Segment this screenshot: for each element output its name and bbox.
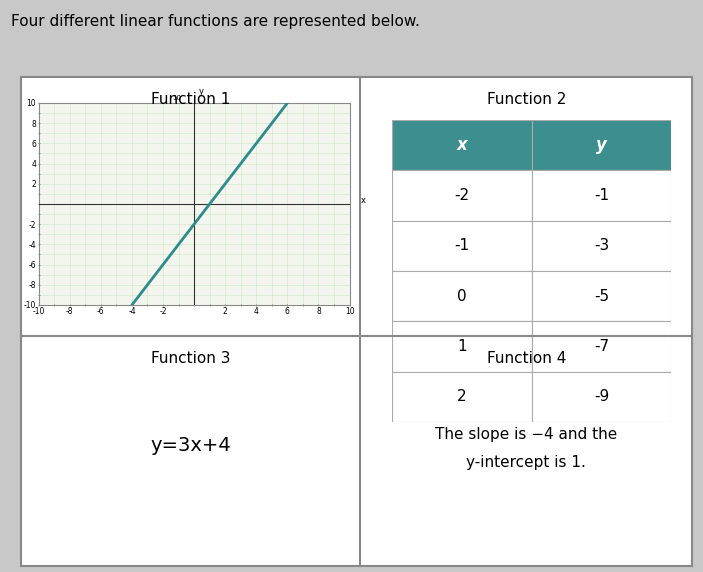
Bar bbox=[531, 372, 671, 422]
Text: -7: -7 bbox=[594, 339, 609, 354]
Bar bbox=[392, 120, 531, 170]
Bar bbox=[531, 221, 671, 271]
Text: -2: -2 bbox=[454, 188, 469, 203]
Text: x: x bbox=[456, 136, 467, 154]
Bar bbox=[531, 120, 671, 170]
Text: -9: -9 bbox=[594, 390, 609, 404]
Bar bbox=[392, 221, 531, 271]
Text: -3: -3 bbox=[594, 239, 609, 253]
Text: 2: 2 bbox=[457, 390, 467, 404]
Bar bbox=[392, 372, 531, 422]
Bar bbox=[392, 271, 531, 321]
Text: y=3x+4: y=3x+4 bbox=[150, 436, 231, 455]
Text: x: x bbox=[361, 196, 366, 205]
Text: Function 1: Function 1 bbox=[151, 92, 231, 106]
Text: 0: 0 bbox=[457, 289, 467, 304]
Text: y: y bbox=[199, 87, 204, 96]
Text: Four different linear functions are represented below.: Four different linear functions are repr… bbox=[11, 14, 420, 29]
Text: y: y bbox=[596, 136, 607, 154]
Text: y-intercept is 1.: y-intercept is 1. bbox=[466, 455, 586, 470]
Text: -1: -1 bbox=[454, 239, 469, 253]
Bar bbox=[392, 321, 531, 372]
Text: Function 2: Function 2 bbox=[486, 92, 566, 106]
Text: Function 3: Function 3 bbox=[151, 351, 231, 366]
Text: -1: -1 bbox=[594, 188, 609, 203]
Bar bbox=[531, 170, 671, 221]
Text: -5: -5 bbox=[594, 289, 609, 304]
Text: 1: 1 bbox=[457, 339, 467, 354]
Text: Function 4: Function 4 bbox=[486, 351, 566, 366]
Text: The slope is −4 and the: The slope is −4 and the bbox=[435, 427, 617, 442]
Bar bbox=[531, 321, 671, 372]
Bar bbox=[392, 170, 531, 221]
Bar bbox=[531, 271, 671, 321]
Text: 10: 10 bbox=[173, 95, 181, 101]
